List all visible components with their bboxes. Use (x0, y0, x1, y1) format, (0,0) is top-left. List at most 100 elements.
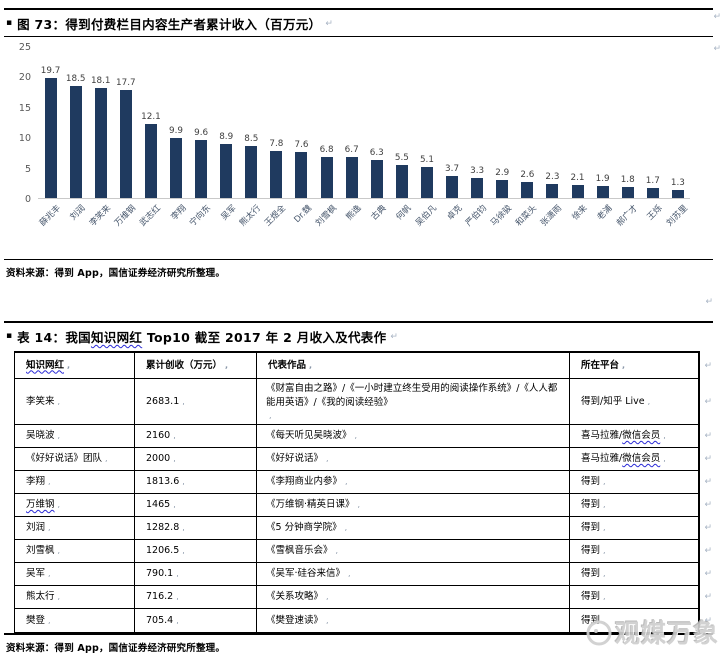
x-axis-label: 刘润 (63, 199, 88, 259)
x-axis-label: 刘雪枫 (313, 199, 339, 259)
table-header-cell: 累计创收（万元） (135, 353, 257, 378)
x-axis-label: 和菜头 (514, 199, 540, 259)
paragraph-mark: ↵ (390, 331, 398, 342)
x-axis-label-text: 李笑来 (87, 203, 113, 229)
cell-representative-works: 《关系攻略》 (257, 586, 570, 609)
text-segment: 表 14：我国 (17, 330, 91, 345)
bar (446, 175, 459, 198)
x-axis-label-text: 刘润 (68, 203, 88, 223)
text-segment: 累计创收（万元） (146, 359, 223, 371)
bar-group: 18.5 (63, 74, 88, 198)
bar-value-label: 17.7 (116, 78, 136, 89)
x-axis-label: 宁向东 (188, 199, 214, 259)
cell-celebrity-name: 熊太行 (15, 586, 135, 609)
cell-representative-works: 《吴军·硅谷来信》 (257, 563, 570, 586)
figure-source: 资料来源：得到 App，国信证券经济研究所整理。 (4, 260, 713, 283)
y-tick-label: 20 (18, 72, 31, 84)
paragraph-mark: ↵ (704, 360, 712, 371)
bar-group: 7.6 (289, 140, 314, 198)
bar-value-label: 1.3 (670, 178, 685, 189)
bar (195, 139, 208, 198)
bar (596, 186, 609, 198)
bar-group: 1.7 (640, 176, 665, 198)
table-row: 李笑来 2683.1《财富自由之路》/《一小时建立终生受用的阅读操作系统》/《人人… (15, 379, 712, 426)
paragraph-mark: ↵ (704, 396, 712, 407)
bar-group: 18.1 (88, 76, 113, 198)
bar-value-label: 2.3 (545, 172, 560, 182)
x-axis-label-text: 万维钢 (112, 203, 138, 229)
cell-platform: 得到 (570, 517, 699, 540)
text-segment: 熊太行 (26, 591, 55, 603)
bar (370, 159, 383, 198)
cell-platform: 得到 (570, 609, 699, 633)
table-body: 李笑来 2683.1《财富自由之路》/《一小时建立终生受用的阅读操作系统》/《人人… (15, 379, 712, 633)
bar-value-label: 1.8 (620, 175, 635, 186)
bar (170, 137, 183, 198)
text-segment: Top10 截至 2017 年 2 月收入及代表作 (142, 330, 387, 345)
paragraph-mark: ↵ (713, 44, 721, 54)
paragraph-mark: ↵ (704, 592, 712, 603)
square-bullet-icon: ▪ (6, 18, 13, 28)
x-axis-label-text: 古典 (369, 203, 389, 223)
x-axis-label-text: 薛兆丰 (37, 203, 63, 229)
table-row: 熊太行 716.2《关系攻略》得到 ↵ (15, 586, 712, 610)
table-source: 资料来源：得到 App，国信证券经济研究所整理。 (4, 635, 713, 658)
cell-platform: 得到 (570, 540, 699, 563)
text-segment: 刘润 (26, 522, 46, 534)
text-segment: 喜马拉雅/ (581, 453, 623, 465)
cell-representative-works: 《樊登速读》 (257, 609, 570, 633)
table-header-cell: 知识网红 (15, 353, 135, 378)
x-axis-label-text: 王煜全 (263, 203, 289, 229)
x-axis-label: 马徐骏 (489, 199, 515, 259)
bar-group: 1.3 (665, 178, 690, 198)
bar (571, 185, 584, 198)
cell-celebrity-name: 吴军 (15, 563, 135, 586)
cell-platform: 得到 (570, 471, 699, 494)
bar-group: 9.6 (189, 128, 214, 198)
bar (420, 167, 433, 198)
bar (295, 151, 308, 198)
bar-group: 6.8 (314, 145, 339, 198)
x-axis-label: 郝广才 (615, 199, 640, 259)
bar-value-label: 12.1 (141, 112, 161, 123)
bar (220, 143, 233, 198)
bar (69, 85, 82, 198)
cell-representative-works: 《雪枫音乐会》 (257, 540, 570, 563)
bar (521, 182, 534, 198)
misspell-wavy-text: 微信会员 (622, 430, 661, 442)
bar (395, 164, 408, 198)
bar-value-label: 7.8 (269, 138, 284, 149)
text-segment: 得到 (581, 545, 601, 557)
x-axis-label-text: 熊太行 (238, 203, 264, 229)
paragraph-mark: ↵ (325, 18, 333, 29)
cell-platform: 得到 (570, 563, 699, 586)
chart-plot: 19.7 18.5 18.1 17.7 12.1 9.9 9.6 8.9 8.5 7.8 7.6 6.… (38, 47, 691, 199)
x-axis-label: 吴军 (214, 199, 239, 259)
x-axis-label-text: 徐来 (570, 203, 590, 223)
cell-platform: 得到/知乎 Live (570, 379, 699, 425)
text-segment: 吴军 (26, 568, 46, 580)
cell-revenue: 2000 (135, 448, 257, 471)
x-axis-label-text: 吴伯凡 (413, 203, 439, 229)
misspell-wavy-text: 万维钢 (26, 499, 55, 511)
bar-value-label: 2.9 (495, 168, 510, 179)
x-axis-label-text: Dr.魏 (291, 203, 314, 225)
x-axis-label: 李笑来 (88, 199, 113, 259)
x-axis-label-text: 卓克 (444, 203, 465, 223)
x-axis-label-text: 何帆 (394, 203, 414, 223)
bar-value-label: 2.6 (520, 170, 535, 181)
bar (94, 88, 107, 198)
x-axis-label: 熊逸 (339, 199, 364, 259)
x-axis-label: Dr.魏 (289, 199, 314, 259)
text-segment: 樊登 (26, 614, 46, 626)
bar-group: 2.3 (540, 172, 565, 198)
cell-revenue: 1282.8 (135, 517, 257, 540)
bar-group: 5.1 (414, 155, 439, 198)
x-axis-label-text: 李翔 (168, 203, 189, 223)
bar-group: 6.3 (364, 148, 389, 198)
x-axis-label: 刘苏里 (665, 199, 690, 259)
x-axis-label-text: 和菜头 (514, 203, 540, 229)
bar-value-label: 18.1 (90, 76, 111, 86)
text-segment: 代表作品 (268, 359, 307, 371)
y-tick-label: 5 (24, 163, 31, 175)
